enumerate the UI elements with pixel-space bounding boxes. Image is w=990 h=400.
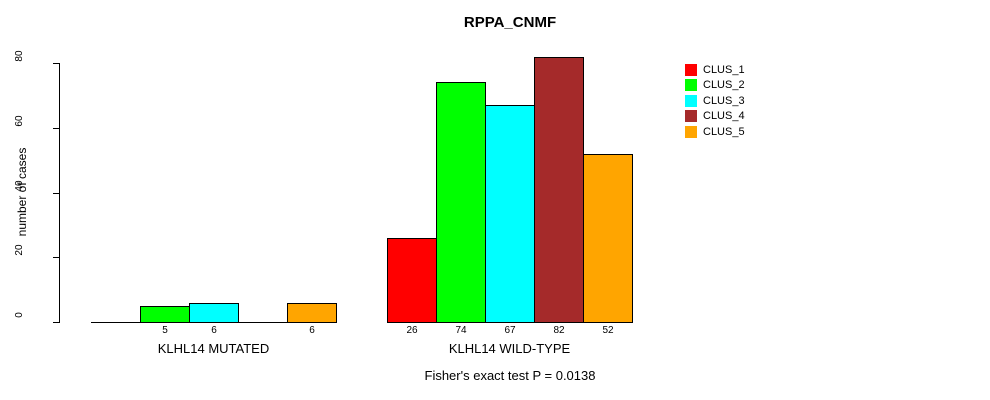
bar-clus_5 bbox=[287, 303, 337, 323]
bar-clus_1 bbox=[387, 238, 437, 323]
bar-value-label: 74 bbox=[455, 325, 467, 336]
legend-item: CLUS_3 bbox=[685, 93, 745, 109]
legend-color-swatch bbox=[685, 110, 697, 123]
y-tick-mark bbox=[53, 322, 59, 323]
legend-item: CLUS_4 bbox=[685, 109, 745, 125]
bar-value-label: 52 bbox=[602, 325, 614, 336]
legend-color-swatch bbox=[685, 94, 697, 107]
bar-clus_3 bbox=[189, 303, 239, 323]
legend-color-swatch bbox=[685, 79, 697, 92]
y-axis-line bbox=[59, 63, 60, 323]
bar-value-label: 26 bbox=[406, 325, 418, 336]
bar-value-label: 6 bbox=[309, 325, 315, 336]
y-tick-mark bbox=[53, 128, 59, 129]
legend-color-swatch bbox=[685, 63, 697, 76]
bar-clus_3 bbox=[485, 105, 535, 323]
chart-title: RPPA_CNMF bbox=[463, 14, 557, 31]
bar-clus_4 bbox=[534, 57, 584, 323]
legend-color-swatch bbox=[685, 125, 697, 138]
legend-item: CLUS_2 bbox=[685, 78, 745, 94]
fisher-test-annotation: Fisher's exact test P = 0.0138 bbox=[424, 368, 596, 383]
legend-item-label: CLUS_1 bbox=[703, 63, 745, 76]
legend: CLUS_1 CLUS_2 CLUS_3 CLUS_4 CLUS_5 bbox=[685, 62, 745, 140]
legend-item-label: CLUS_2 bbox=[703, 79, 745, 92]
legend-item-label: CLUS_4 bbox=[703, 110, 745, 123]
bar-clus_2 bbox=[436, 82, 486, 323]
group-label: KLHL14 WILD-TYPE bbox=[448, 341, 571, 356]
bar-value-label: 82 bbox=[553, 325, 565, 336]
y-tick-mark bbox=[53, 193, 59, 194]
bar-value-label: 5 bbox=[162, 325, 168, 336]
y-tick-label: 40 bbox=[14, 180, 25, 192]
bar-value-label: 6 bbox=[211, 325, 217, 336]
y-tick-label: 60 bbox=[14, 115, 25, 127]
y-tick-mark bbox=[53, 257, 59, 258]
bar-clus_5 bbox=[583, 154, 633, 323]
y-tick-label: 20 bbox=[14, 244, 25, 256]
group-label: KLHL14 MUTATED bbox=[157, 341, 270, 356]
y-tick-mark bbox=[53, 63, 59, 64]
legend-item: CLUS_5 bbox=[685, 124, 745, 140]
legend-item-label: CLUS_3 bbox=[703, 94, 745, 107]
legend-item-label: CLUS_5 bbox=[703, 125, 745, 138]
bar-value-label: 67 bbox=[504, 325, 516, 336]
bar-clus_2 bbox=[140, 306, 190, 323]
y-tick-label: 0 bbox=[14, 312, 25, 318]
legend-item: CLUS_1 bbox=[685, 62, 745, 78]
y-tick-label: 80 bbox=[14, 50, 25, 62]
